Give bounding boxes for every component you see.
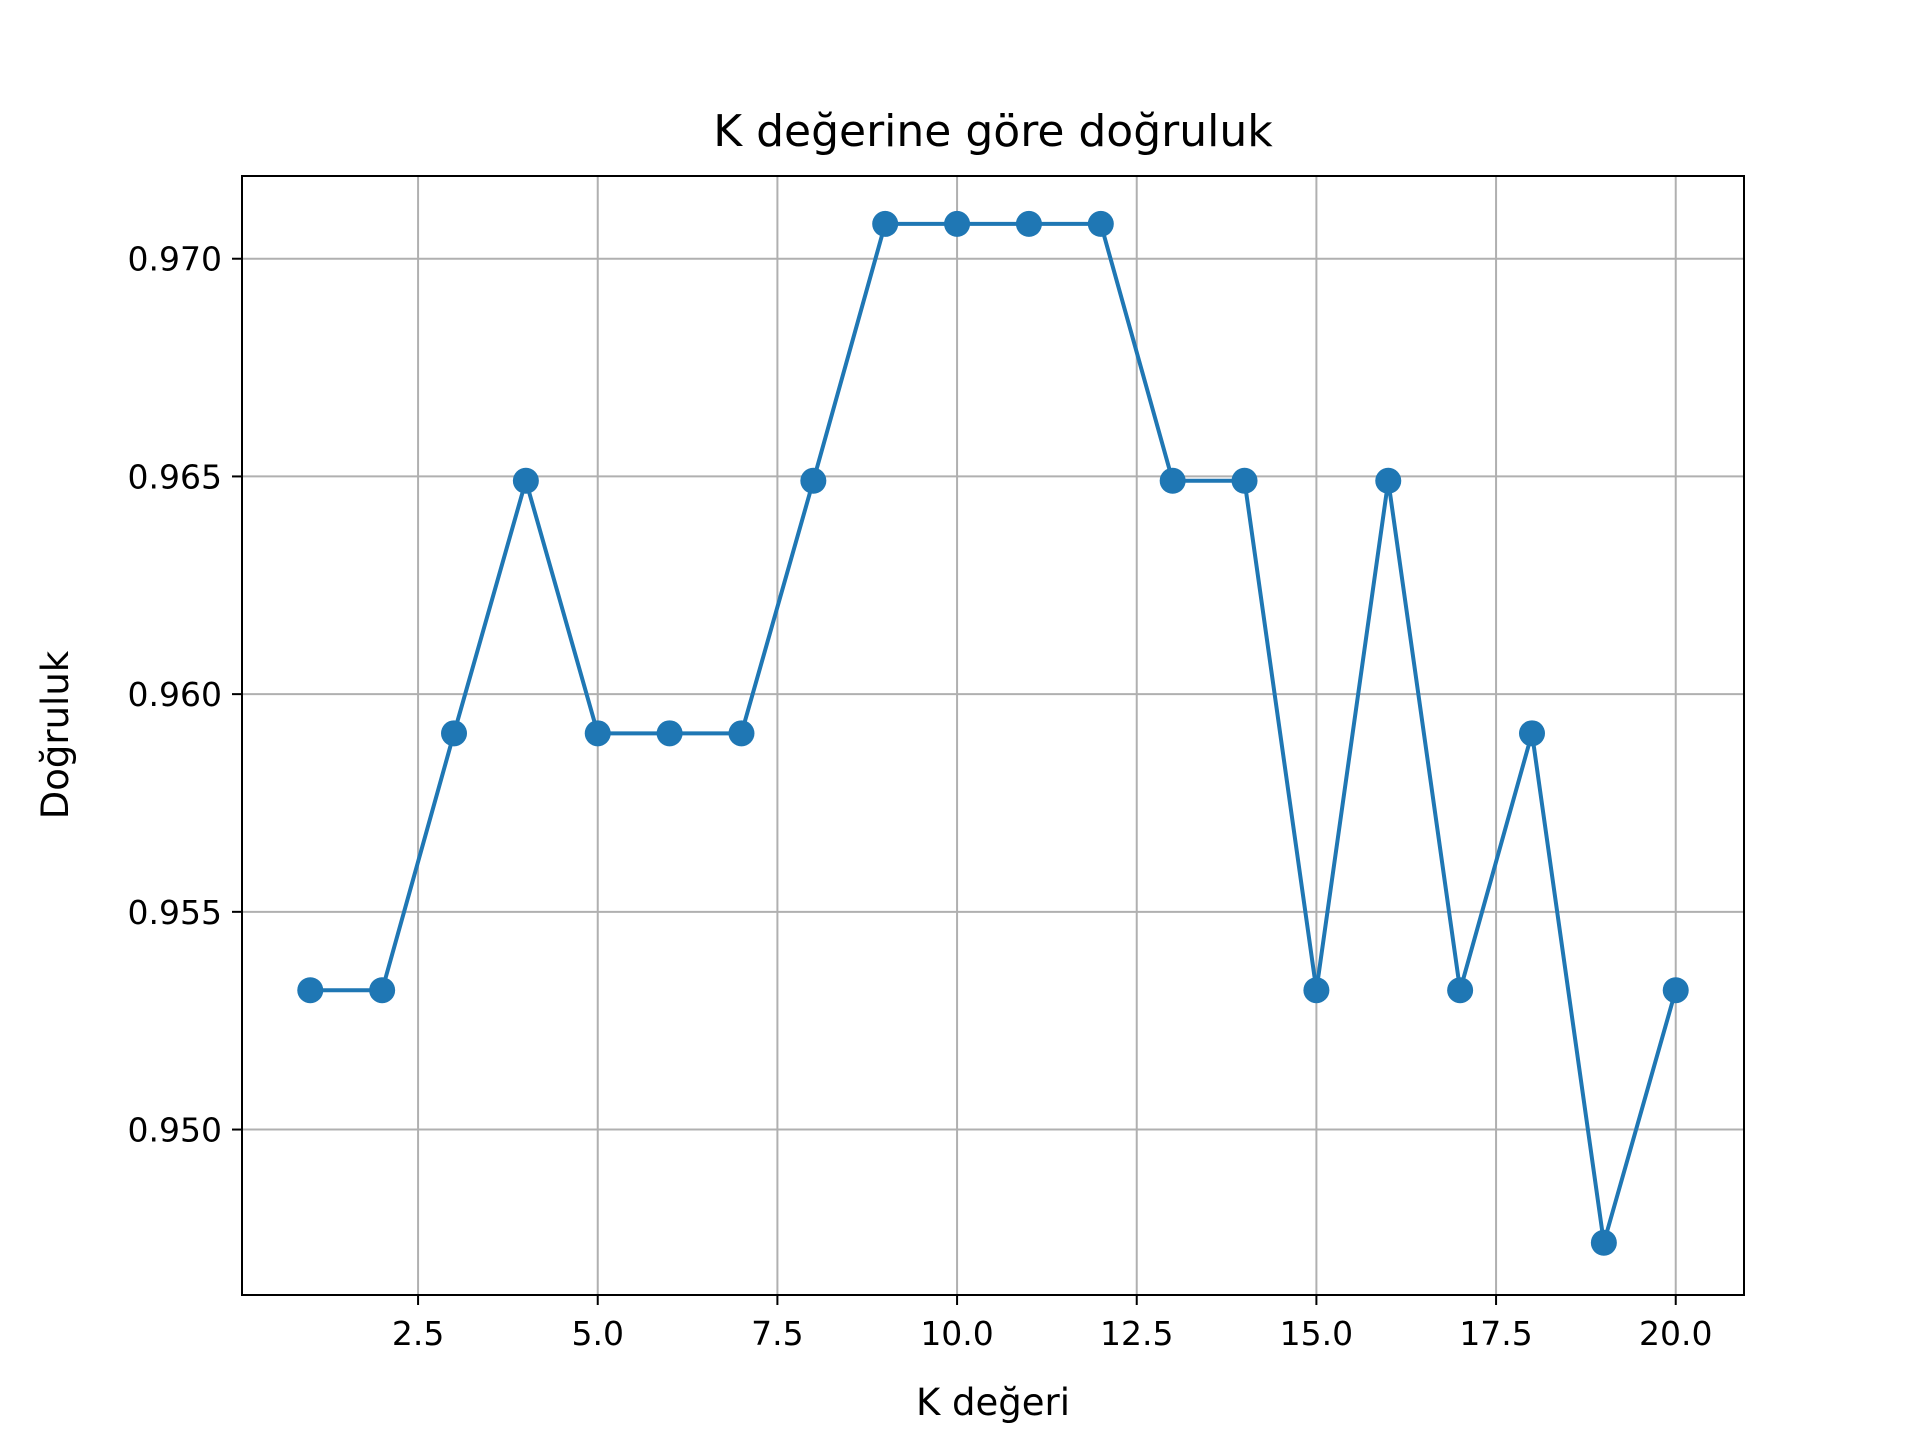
x-tick-label: 5.0 (571, 1314, 623, 1353)
y-tick-label: 0.965 (128, 457, 222, 496)
data-point (441, 720, 468, 747)
data-point (1447, 977, 1474, 1004)
data-point (369, 977, 396, 1004)
series-layer (297, 210, 1689, 1256)
y-tick-label: 0.960 (128, 675, 222, 714)
plot-frame (241, 175, 1745, 1296)
data-point (512, 467, 539, 494)
data-point (944, 210, 971, 237)
data-point (1159, 467, 1186, 494)
data-point (800, 467, 827, 494)
data-point (728, 720, 755, 747)
y-tick-label: 0.970 (128, 240, 222, 279)
x-tick-label: 12.5 (1100, 1314, 1173, 1353)
data-point (1375, 467, 1402, 494)
data-point (1662, 977, 1689, 1004)
chart-title: K değerine göre doğruluk (713, 106, 1273, 157)
x-tick-label: 10.0 (920, 1314, 993, 1353)
data-point (1303, 977, 1330, 1004)
data-point (1015, 210, 1042, 237)
data-point (297, 977, 324, 1004)
data-point (656, 720, 683, 747)
tick-layer: 2.5 5.0 7.5 10.0 12.5 15.0 17.5 20.0 0.950 0.955 0… (128, 240, 1713, 1353)
data-point (872, 210, 899, 237)
y-axis-label: Doğruluk (34, 650, 77, 819)
data-point (1231, 467, 1258, 494)
data-point (1087, 210, 1114, 237)
y-tick-label: 0.950 (128, 1111, 222, 1150)
data-point (1590, 1229, 1617, 1256)
data-point (1518, 720, 1545, 747)
series-line (310, 221, 1678, 1245)
data-point (584, 720, 611, 747)
x-tick-label: 7.5 (751, 1314, 803, 1353)
x-tick-label: 20.0 (1639, 1314, 1712, 1353)
x-tick-label: 2.5 (392, 1314, 444, 1353)
x-tick-label: 17.5 (1459, 1314, 1532, 1353)
x-axis-label: K değeri (916, 1381, 1070, 1424)
x-tick-label: 15.0 (1280, 1314, 1353, 1353)
y-tick-label: 0.955 (128, 893, 222, 932)
